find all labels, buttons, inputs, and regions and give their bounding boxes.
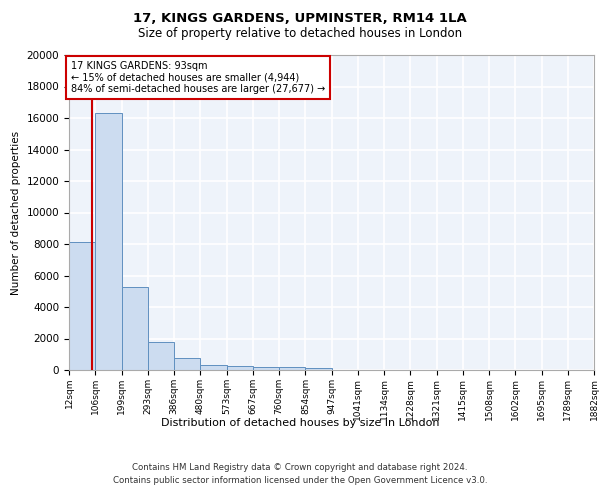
Bar (305, 368, 331, 370)
Bar (148, 342, 174, 370)
Text: Size of property relative to detached houses in London: Size of property relative to detached ho… (138, 28, 462, 40)
Bar (95, 114, 121, 370)
Y-axis label: Number of detached properties: Number of detached properties (11, 130, 21, 294)
Bar (253, 367, 279, 370)
Bar (279, 368, 305, 370)
Bar (121, 286, 148, 370)
Text: Contains public sector information licensed under the Open Government Licence v3: Contains public sector information licen… (113, 476, 487, 485)
Text: 17, KINGS GARDENS, UPMINSTER, RM14 1LA: 17, KINGS GARDENS, UPMINSTER, RM14 1LA (133, 12, 467, 26)
Text: 17 KINGS GARDENS: 93sqm
← 15% of detached houses are smaller (4,944)
84% of semi: 17 KINGS GARDENS: 93sqm ← 15% of detache… (71, 62, 325, 94)
Bar (227, 366, 253, 370)
Bar (200, 365, 227, 370)
Bar (69, 242, 95, 370)
Text: Distribution of detached houses by size in London: Distribution of detached houses by size … (161, 418, 439, 428)
Text: Contains HM Land Registry data © Crown copyright and database right 2024.: Contains HM Land Registry data © Crown c… (132, 464, 468, 472)
Bar (174, 358, 200, 370)
